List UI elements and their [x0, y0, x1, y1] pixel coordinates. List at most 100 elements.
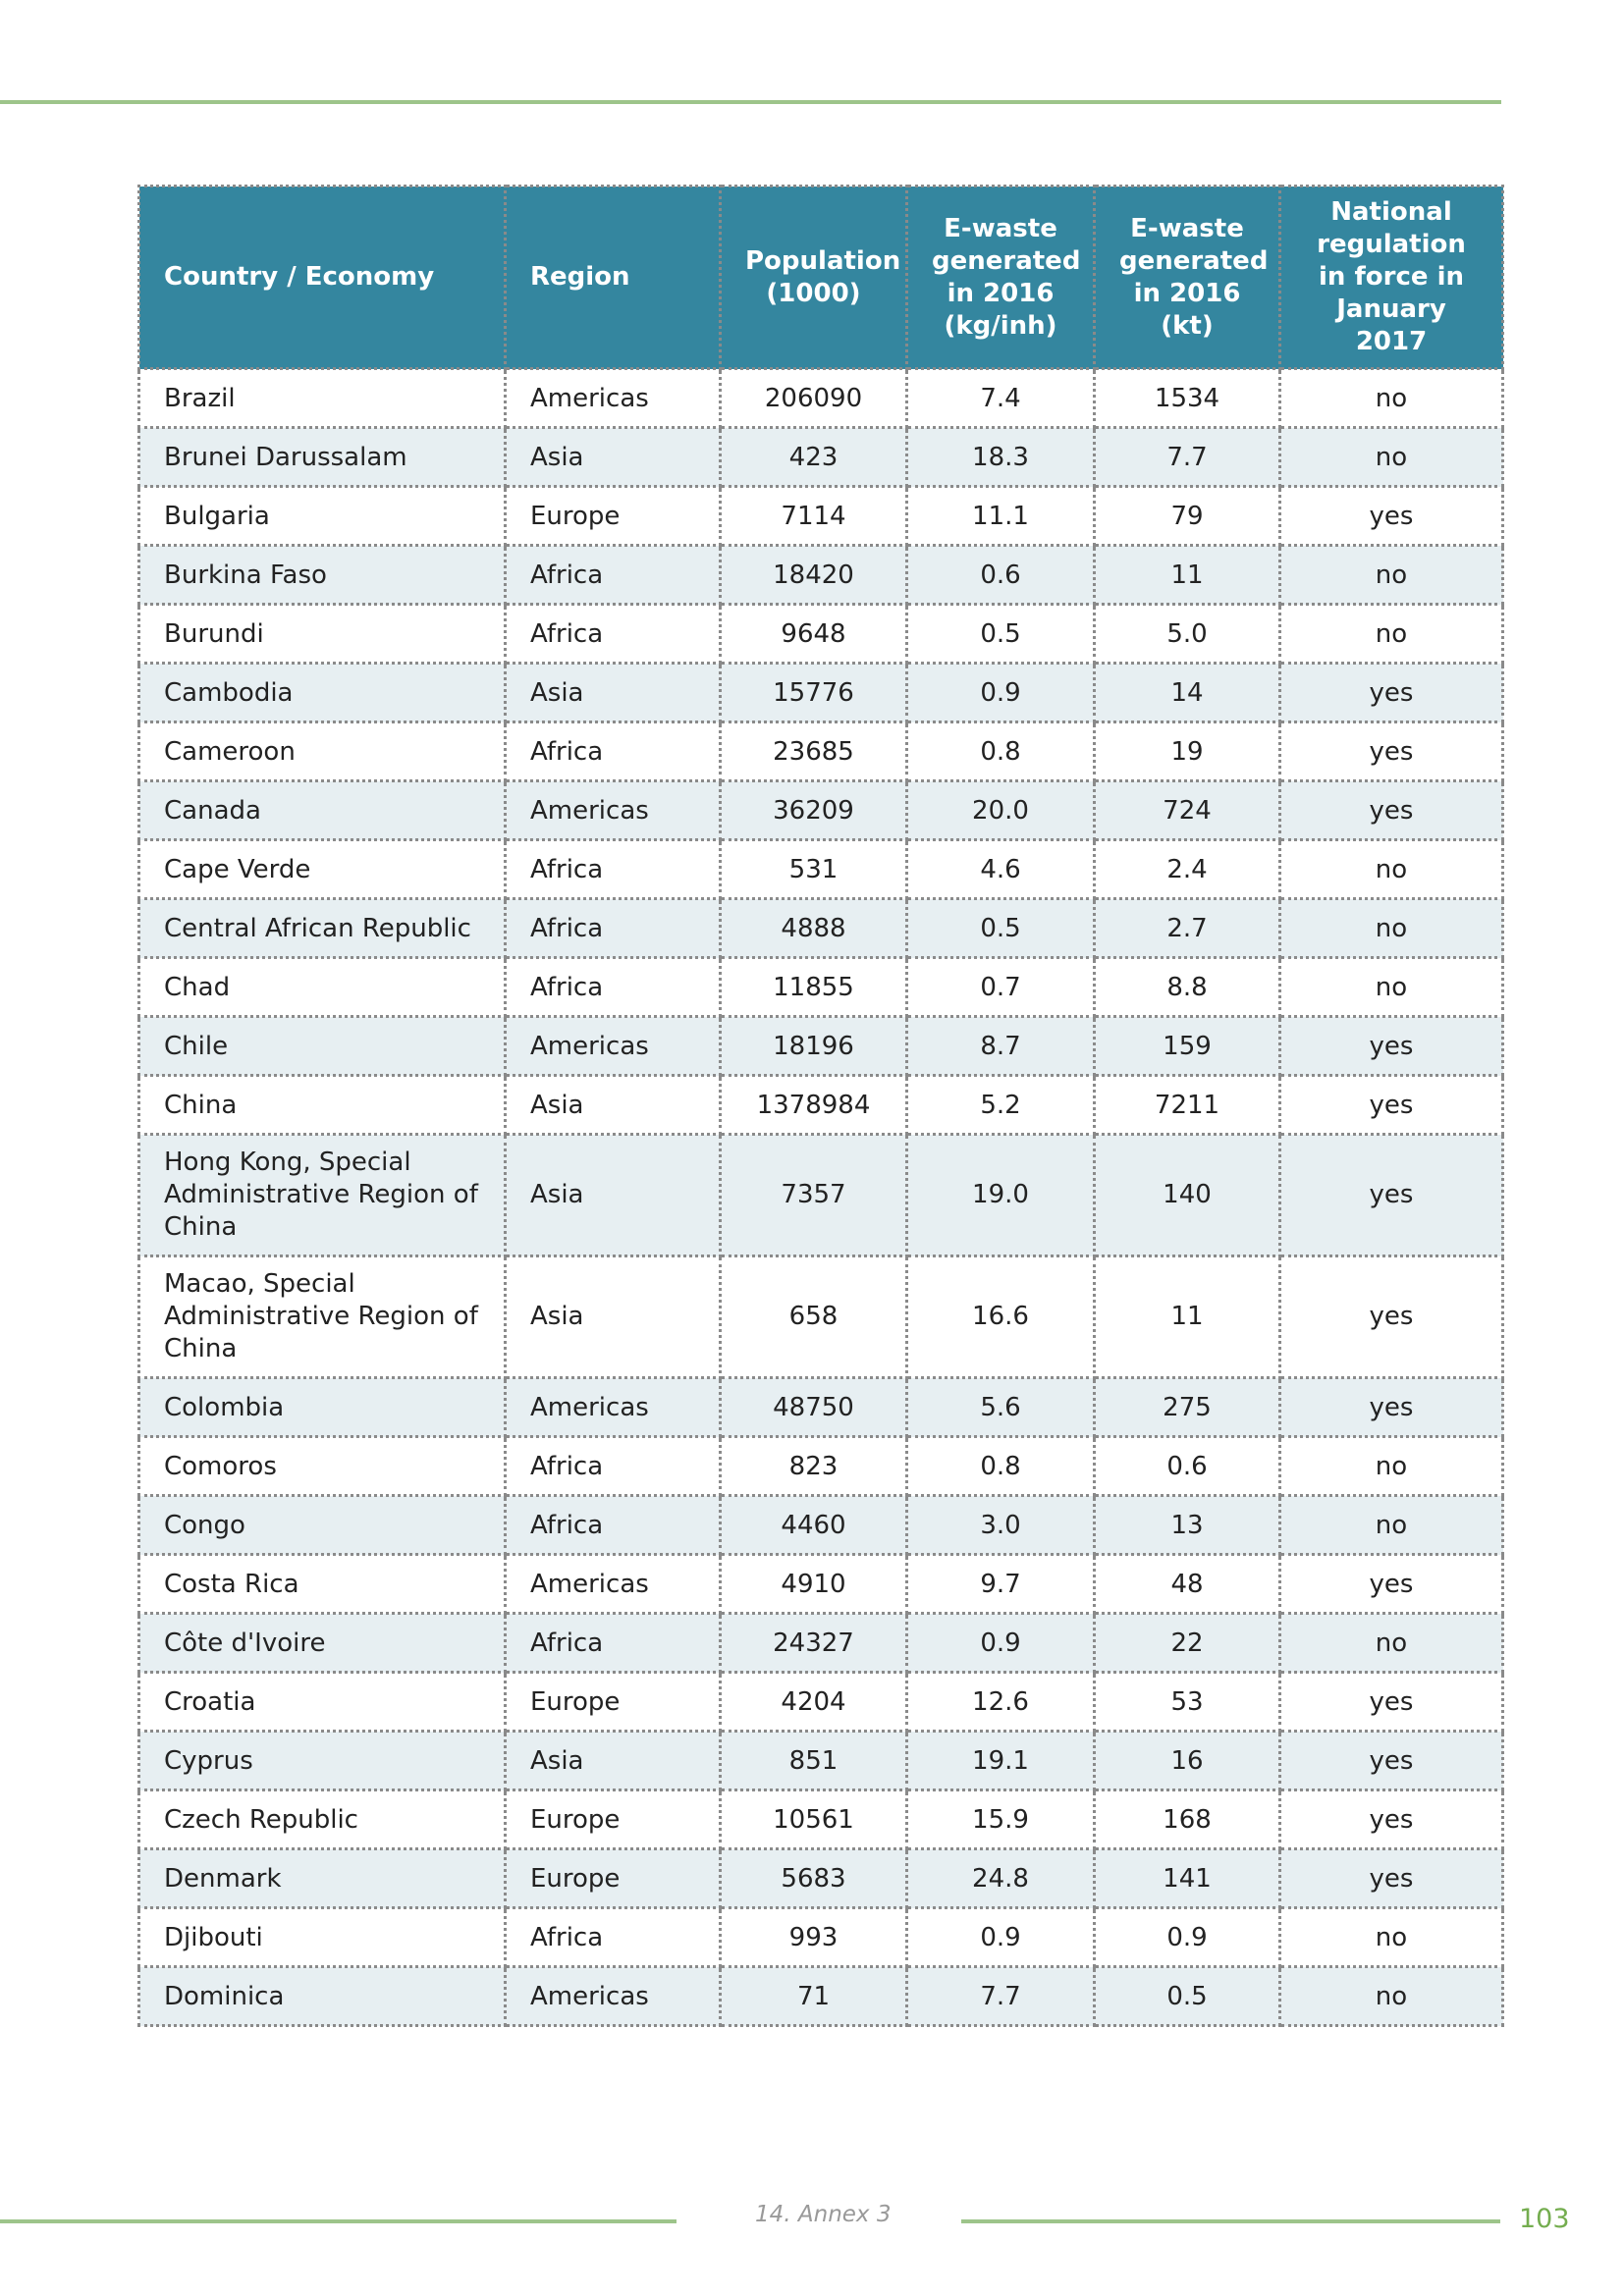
- table-cell: 11: [1093, 544, 1281, 606]
- table-cell: Burundi: [137, 603, 507, 665]
- table-cell: 1534: [1093, 367, 1281, 429]
- table-cell: 16: [1093, 1730, 1281, 1791]
- footer-rule-left: [0, 2219, 677, 2223]
- table-cell: 724: [1093, 779, 1281, 841]
- column-header: E-waste generated in 2016 (kg/inh): [905, 185, 1096, 370]
- table-cell: 1378984: [719, 1074, 908, 1136]
- table-cell: Central African Republic: [137, 897, 507, 959]
- table-cell: Africa: [504, 544, 722, 606]
- table-cell: yes: [1278, 1015, 1504, 1077]
- table-header-row: Country / Economy Region Population (1000)…: [137, 185, 1504, 370]
- table-cell: Cape Verde: [137, 838, 507, 900]
- table-row: Cambodia Asia 15776 0.9 14 yes: [137, 662, 1504, 723]
- footer-section: 14. Annex 3: [755, 2202, 892, 2227]
- table-cell: 0.9: [1093, 1906, 1281, 1968]
- table-cell: 5.6: [905, 1376, 1096, 1438]
- table-cell: no: [1278, 367, 1504, 429]
- table-row: Brazil Americas 206090 7.4 1534 no: [137, 367, 1504, 429]
- page-number: 103: [1519, 2204, 1570, 2234]
- table-cell: 19.1: [905, 1730, 1096, 1791]
- table-cell: 79: [1093, 485, 1281, 547]
- table-cell: 71: [719, 1965, 908, 2027]
- table-cell: Djibouti: [137, 1906, 507, 1968]
- table-cell: 3.0: [905, 1494, 1096, 1556]
- table-row: Bulgaria Europe 7114 11.1 79 yes: [137, 485, 1504, 547]
- table-cell: yes: [1278, 1133, 1504, 1257]
- column-header: Country / Economy: [137, 185, 507, 370]
- table-row: Chad Africa 11855 0.7 8.8 no: [137, 956, 1504, 1018]
- table-cell: no: [1278, 956, 1504, 1018]
- table-cell: 5683: [719, 1847, 908, 1909]
- table-cell: Asia: [504, 1255, 722, 1379]
- table-cell: 15776: [719, 662, 908, 723]
- table-cell: 0.7: [905, 956, 1096, 1018]
- table-cell: Asia: [504, 1730, 722, 1791]
- table-cell: Asia: [504, 426, 722, 488]
- table-cell: Cambodia: [137, 662, 507, 723]
- table-cell: yes: [1278, 1847, 1504, 1909]
- table-cell: 24327: [719, 1612, 908, 1674]
- table-cell: 423: [719, 426, 908, 488]
- table-cell: Americas: [504, 1553, 722, 1615]
- table-cell: Congo: [137, 1494, 507, 1556]
- table-row: Dominica Americas 71 7.7 0.5 no: [137, 1965, 1504, 2027]
- table-cell: Americas: [504, 1376, 722, 1438]
- table-cell: 22: [1093, 1612, 1281, 1674]
- table-cell: yes: [1278, 485, 1504, 547]
- table-cell: 7211: [1093, 1074, 1281, 1136]
- table-cell: 0.9: [905, 1612, 1096, 1674]
- table-cell: yes: [1278, 1730, 1504, 1791]
- table-cell: Asia: [504, 662, 722, 723]
- table-row: Burkina Faso Africa 18420 0.6 11 no: [137, 544, 1504, 606]
- table-cell: Canada: [137, 779, 507, 841]
- table-cell: 53: [1093, 1671, 1281, 1733]
- table-row: Cameroon Africa 23685 0.8 19 yes: [137, 721, 1504, 782]
- table-cell: no: [1278, 897, 1504, 959]
- table-cell: 0.5: [1093, 1965, 1281, 2027]
- table-cell: 7357: [719, 1133, 908, 1257]
- table-cell: 0.9: [905, 662, 1096, 723]
- table-cell: 11.1: [905, 485, 1096, 547]
- table-row: Macao, Special Administrative Region of …: [137, 1255, 1504, 1379]
- table-row: Chile Americas 18196 8.7 159 yes: [137, 1015, 1504, 1077]
- table-cell: Asia: [504, 1074, 722, 1136]
- column-header: National regulation in force in January …: [1278, 185, 1504, 370]
- table-cell: Europe: [504, 1789, 722, 1850]
- table-cell: Brazil: [137, 367, 507, 429]
- table-cell: 18420: [719, 544, 908, 606]
- table-cell: 14: [1093, 662, 1281, 723]
- table-cell: yes: [1278, 1671, 1504, 1733]
- table-cell: 8.8: [1093, 956, 1281, 1018]
- table-cell: yes: [1278, 1553, 1504, 1615]
- table-cell: Americas: [504, 1015, 722, 1077]
- table-row: Cyprus Asia 851 19.1 16 yes: [137, 1730, 1504, 1791]
- table-cell: Americas: [504, 779, 722, 841]
- table-cell: 48750: [719, 1376, 908, 1438]
- table-cell: 0.5: [905, 897, 1096, 959]
- table-row: Costa Rica Americas 4910 9.7 48 yes: [137, 1553, 1504, 1615]
- column-header: Region: [504, 185, 722, 370]
- table-cell: yes: [1278, 1074, 1504, 1136]
- table-cell: yes: [1278, 1376, 1504, 1438]
- table-cell: Americas: [504, 1965, 722, 2027]
- table-cell: 168: [1093, 1789, 1281, 1850]
- table-cell: 531: [719, 838, 908, 900]
- table-cell: no: [1278, 838, 1504, 900]
- ewaste-table: Country / Economy Region Population (1000)…: [137, 185, 1504, 2027]
- table-cell: 0.5: [905, 603, 1096, 665]
- table-cell: China: [137, 1074, 507, 1136]
- table-cell: 48: [1093, 1553, 1281, 1615]
- table-cell: 823: [719, 1435, 908, 1497]
- table-row: Hong Kong, Special Administrative Region…: [137, 1133, 1504, 1257]
- table-cell: Czech Republic: [137, 1789, 507, 1850]
- table-row: Côte d'Ivoire Africa 24327 0.9 22 no: [137, 1612, 1504, 1674]
- table-cell: yes: [1278, 721, 1504, 782]
- table-cell: Europe: [504, 485, 722, 547]
- table-cell: 993: [719, 1906, 908, 1968]
- table-cell: 23685: [719, 721, 908, 782]
- table-cell: 7.7: [905, 1965, 1096, 2027]
- table-cell: no: [1278, 1435, 1504, 1497]
- table-cell: 9648: [719, 603, 908, 665]
- column-header: Population (1000): [719, 185, 908, 370]
- table-cell: Africa: [504, 1494, 722, 1556]
